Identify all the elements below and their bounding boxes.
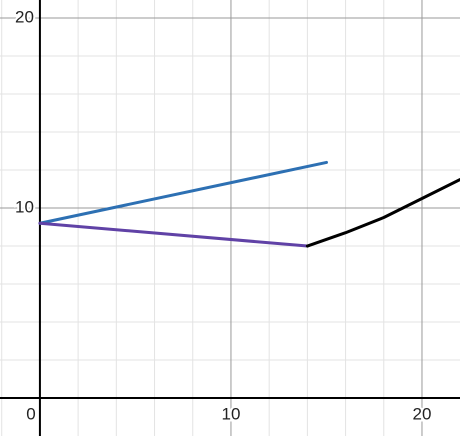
y-tick-label: 20: [15, 8, 34, 27]
y-tick-label: 10: [15, 198, 34, 217]
curve: [38, 160, 328, 225]
curve: [38, 221, 309, 248]
curve: [305, 178, 460, 248]
x-tick-label: 20: [413, 404, 432, 423]
x-tick-label: 0: [26, 404, 35, 423]
x-tick-label: 10: [221, 404, 240, 423]
